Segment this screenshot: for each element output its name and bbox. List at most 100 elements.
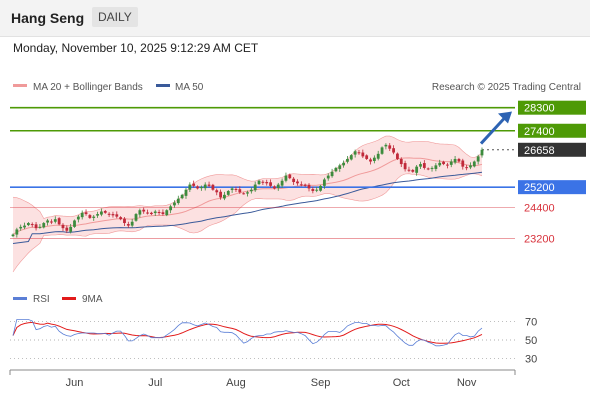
candle-body — [176, 198, 180, 204]
candle-body — [476, 156, 480, 162]
candle-body — [134, 214, 138, 221]
candle-body — [403, 163, 407, 170]
candle-body — [269, 182, 272, 186]
resistance-tag-27400 — [518, 123, 586, 138]
candle-body — [11, 234, 15, 237]
candle-body — [465, 167, 469, 169]
candle-body — [30, 224, 34, 226]
candle-body — [242, 193, 246, 195]
candle-body — [422, 163, 426, 168]
candle-body — [103, 210, 107, 213]
forecast-arrow-head — [498, 111, 512, 124]
candle-body — [284, 175, 288, 181]
candle-body — [415, 166, 419, 173]
rsi-legend-swatch — [13, 297, 27, 300]
ma20-legend-label: MA 20 + Bollinger Bands — [33, 82, 143, 93]
candle-body — [57, 218, 61, 225]
candle-body — [115, 214, 119, 217]
resistance-label-28300: 28300 — [524, 103, 555, 115]
candle-body — [211, 184, 215, 190]
x-tick-label-oct: Oct — [393, 377, 410, 389]
candle-body — [384, 144, 388, 147]
candle-body — [361, 152, 365, 157]
candle-body — [353, 151, 357, 155]
candle-body — [169, 206, 173, 211]
candle-body — [315, 189, 319, 191]
candle-body — [369, 159, 372, 162]
candle-body — [223, 194, 226, 199]
candle-body — [461, 160, 465, 167]
candle-body — [161, 212, 165, 215]
rsi-legend-label: RSI — [33, 294, 50, 305]
last-price-tag — [518, 142, 586, 157]
candle-body — [311, 188, 315, 191]
instrument-name: Hang Seng — [11, 10, 85, 26]
candle-body — [273, 186, 276, 189]
candle-body — [280, 180, 284, 186]
ma50-legend-swatch — [156, 84, 170, 87]
candle-body — [472, 161, 476, 167]
price-levels: 28300 27400 26658 25200 24400 23200 — [10, 100, 586, 245]
candle-body — [46, 220, 49, 223]
resistance-tag-28300 — [518, 100, 586, 115]
candle-body — [219, 191, 222, 198]
rsi-line — [12, 319, 483, 347]
candle-body — [180, 194, 184, 199]
candle-body — [357, 152, 361, 154]
candle-body — [165, 210, 169, 216]
candle-body — [319, 185, 322, 191]
candle-body — [326, 175, 330, 179]
candle-body — [76, 216, 80, 220]
candle-body — [107, 213, 111, 215]
candle-body — [157, 212, 161, 214]
x-tick-label-jun: Jun — [66, 377, 84, 389]
candle-body — [88, 215, 92, 218]
candle-body — [26, 223, 30, 226]
candle-body — [346, 158, 349, 162]
candle-body — [411, 169, 415, 172]
candle-body — [34, 224, 38, 229]
candle-body — [184, 189, 188, 196]
candle-body — [253, 184, 257, 191]
candle-body — [288, 174, 292, 179]
chart-header: Hang Seng DAILY — [0, 0, 590, 37]
candle-body — [338, 165, 342, 169]
bollinger-lower-line — [12, 173, 483, 273]
time-axis: Jun Jul Aug Sep Oct Nov — [9, 369, 516, 389]
candle-body — [261, 181, 265, 183]
rsi-tick-70: 70 — [525, 316, 537, 328]
candle-body — [192, 183, 196, 186]
candle-body — [73, 220, 76, 227]
candle-body — [246, 192, 249, 194]
candle-body — [430, 167, 434, 169]
candle-body — [322, 179, 326, 186]
candle-body — [234, 188, 238, 190]
ma50-legend-label: MA 50 — [175, 82, 204, 93]
candle-body — [380, 147, 384, 154]
x-tick-label-sep: Sep — [311, 377, 331, 389]
candle-body — [296, 181, 299, 184]
candle-body — [38, 226, 42, 228]
candle-body — [349, 155, 353, 160]
candle-body — [149, 212, 153, 215]
candle-body — [303, 184, 307, 186]
ma50-line — [12, 171, 483, 244]
candle-body — [119, 217, 123, 220]
candle-body — [276, 184, 280, 188]
rsi-tick-50: 50 — [525, 335, 537, 347]
candle-body — [449, 161, 453, 165]
candle-body — [50, 221, 53, 223]
candle-body — [257, 180, 261, 185]
bollinger-upper-line — [12, 135, 483, 219]
candle-body — [96, 214, 99, 216]
candle-body — [123, 218, 126, 224]
forecast-arrow-shaft — [479, 116, 507, 145]
rsi-panel: 70 50 30 — [10, 316, 537, 366]
period-badge[interactable]: DAILY — [92, 7, 138, 27]
candle-body — [299, 184, 303, 186]
candle-body — [42, 223, 46, 228]
candle-body — [396, 153, 399, 159]
rsi-ma-legend-label: 9MA — [82, 294, 103, 305]
candle-body — [426, 168, 430, 170]
